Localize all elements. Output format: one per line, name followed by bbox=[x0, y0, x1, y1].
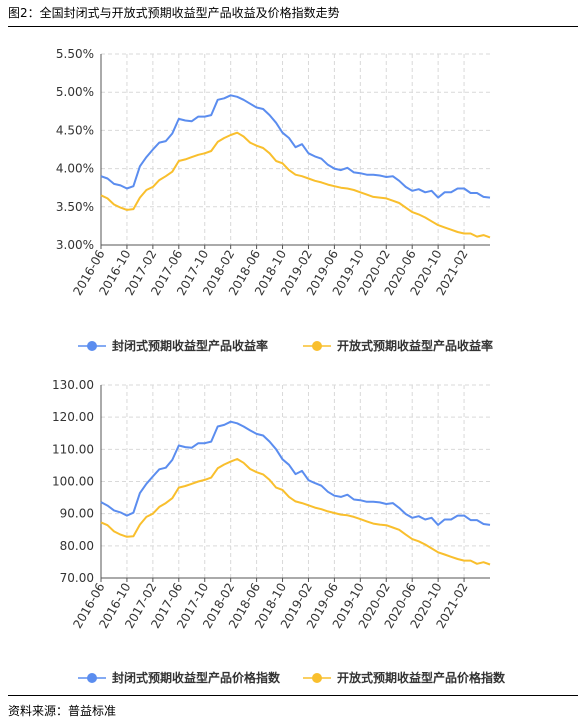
legend-marker bbox=[312, 341, 322, 351]
legend-marker bbox=[312, 673, 322, 683]
y-tick-label: 120.00 bbox=[52, 410, 94, 424]
y-tick-label: 70.00 bbox=[60, 571, 94, 585]
series-line-1 bbox=[100, 420, 491, 526]
legend-label: 封闭式预期收益型产品价格指数 bbox=[112, 670, 281, 685]
legend-label: 封闭式预期收益型产品收益率 bbox=[112, 338, 268, 353]
y-tick-label: 3.50% bbox=[56, 200, 94, 214]
series-line-1 bbox=[100, 94, 491, 199]
y-tick-label: 5.00% bbox=[56, 85, 94, 99]
y-tick-label: 80.00 bbox=[60, 539, 94, 553]
y-tick-label: 90.00 bbox=[60, 507, 94, 521]
source-note: 资料来源：普益标准 bbox=[8, 704, 117, 718]
y-tick-label: 3.00% bbox=[56, 238, 94, 252]
y-tick-label: 100.00 bbox=[52, 475, 94, 489]
y-tick-label: 5.50% bbox=[56, 47, 94, 61]
y-tick-label: 110.00 bbox=[52, 442, 94, 456]
series-line-2 bbox=[100, 131, 491, 239]
legend-marker bbox=[87, 673, 97, 683]
y-tick-label: 4.50% bbox=[56, 123, 94, 137]
top-rule bbox=[8, 26, 578, 27]
y-tick-label: 4.00% bbox=[56, 162, 94, 176]
figure-title: 图2：全国封闭式与开放式预期收益型产品收益及价格指数走势 bbox=[8, 6, 340, 20]
bottom-rule bbox=[8, 695, 578, 696]
series-line-2 bbox=[100, 458, 491, 566]
legend-label: 开放式预期收益型产品收益率 bbox=[337, 338, 493, 353]
legend-label: 开放式预期收益型产品价格指数 bbox=[337, 670, 506, 685]
legend-marker bbox=[87, 341, 97, 351]
y-tick-label: 130.00 bbox=[52, 378, 94, 392]
